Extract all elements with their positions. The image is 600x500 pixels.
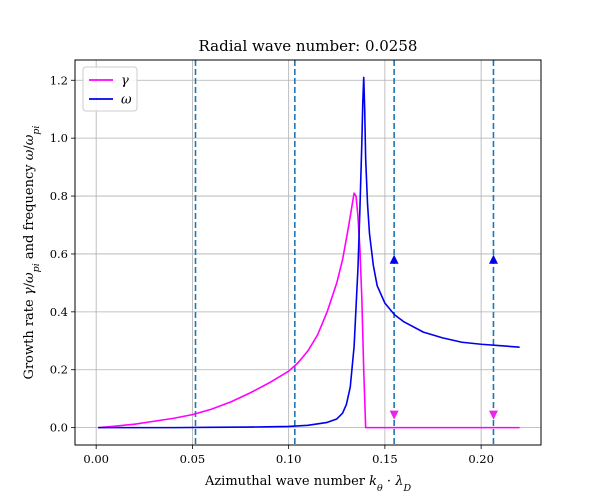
vertical-dashed-lines — [194, 60, 495, 445]
up-triangle-marker-0 — [389, 254, 399, 264]
series-lines — [98, 76, 520, 429]
down-triangle-marker-0 — [389, 410, 399, 420]
x-tick-label-1: 0.05 — [180, 452, 206, 466]
chart-title: Radial wave number: 0.0258 — [199, 37, 418, 55]
down-triangle-marker-1 — [488, 410, 498, 420]
x-tick-label-4: 0.20 — [468, 452, 494, 466]
x-axis-label: Azimuthal wave number kθ · λD — [204, 474, 412, 494]
y-tick-label-5: 1.0 — [50, 131, 68, 145]
series-line-omega — [98, 76, 520, 429]
y-tick-label-4: 0.8 — [50, 189, 68, 203]
y-tick-label-6: 1.2 — [50, 73, 68, 87]
up-triangle-marker-1 — [488, 254, 498, 264]
series-line-gamma — [98, 192, 520, 429]
legend-label-1: ω — [121, 93, 132, 108]
plot-frame — [74, 59, 542, 446]
x-tick-label-0: 0.00 — [83, 452, 109, 466]
y-tick-label-3: 0.6 — [50, 247, 68, 261]
y-axis-label: Growth rate γ/ωpi and frequency ω/ωpi — [22, 126, 42, 380]
x-tick-label-3: 0.15 — [372, 452, 398, 466]
legend: γω — [82, 66, 138, 112]
grid — [75, 60, 541, 445]
legend-box — [82, 66, 138, 112]
y-tick-label-2: 0.4 — [50, 305, 68, 319]
legend-label-0: γ — [121, 74, 129, 89]
axis-ticks: 0.00 0.05 0.10 0.15 0.20 0.0 0.2 0.4 0.6 0.8 1.0 1.… — [50, 73, 494, 466]
triangle-markers — [389, 254, 498, 420]
x-tick-label-2: 0.10 — [276, 452, 302, 466]
y-tick-label-1: 0.2 — [50, 363, 68, 377]
y-tick-label-0: 0.0 — [50, 421, 68, 435]
